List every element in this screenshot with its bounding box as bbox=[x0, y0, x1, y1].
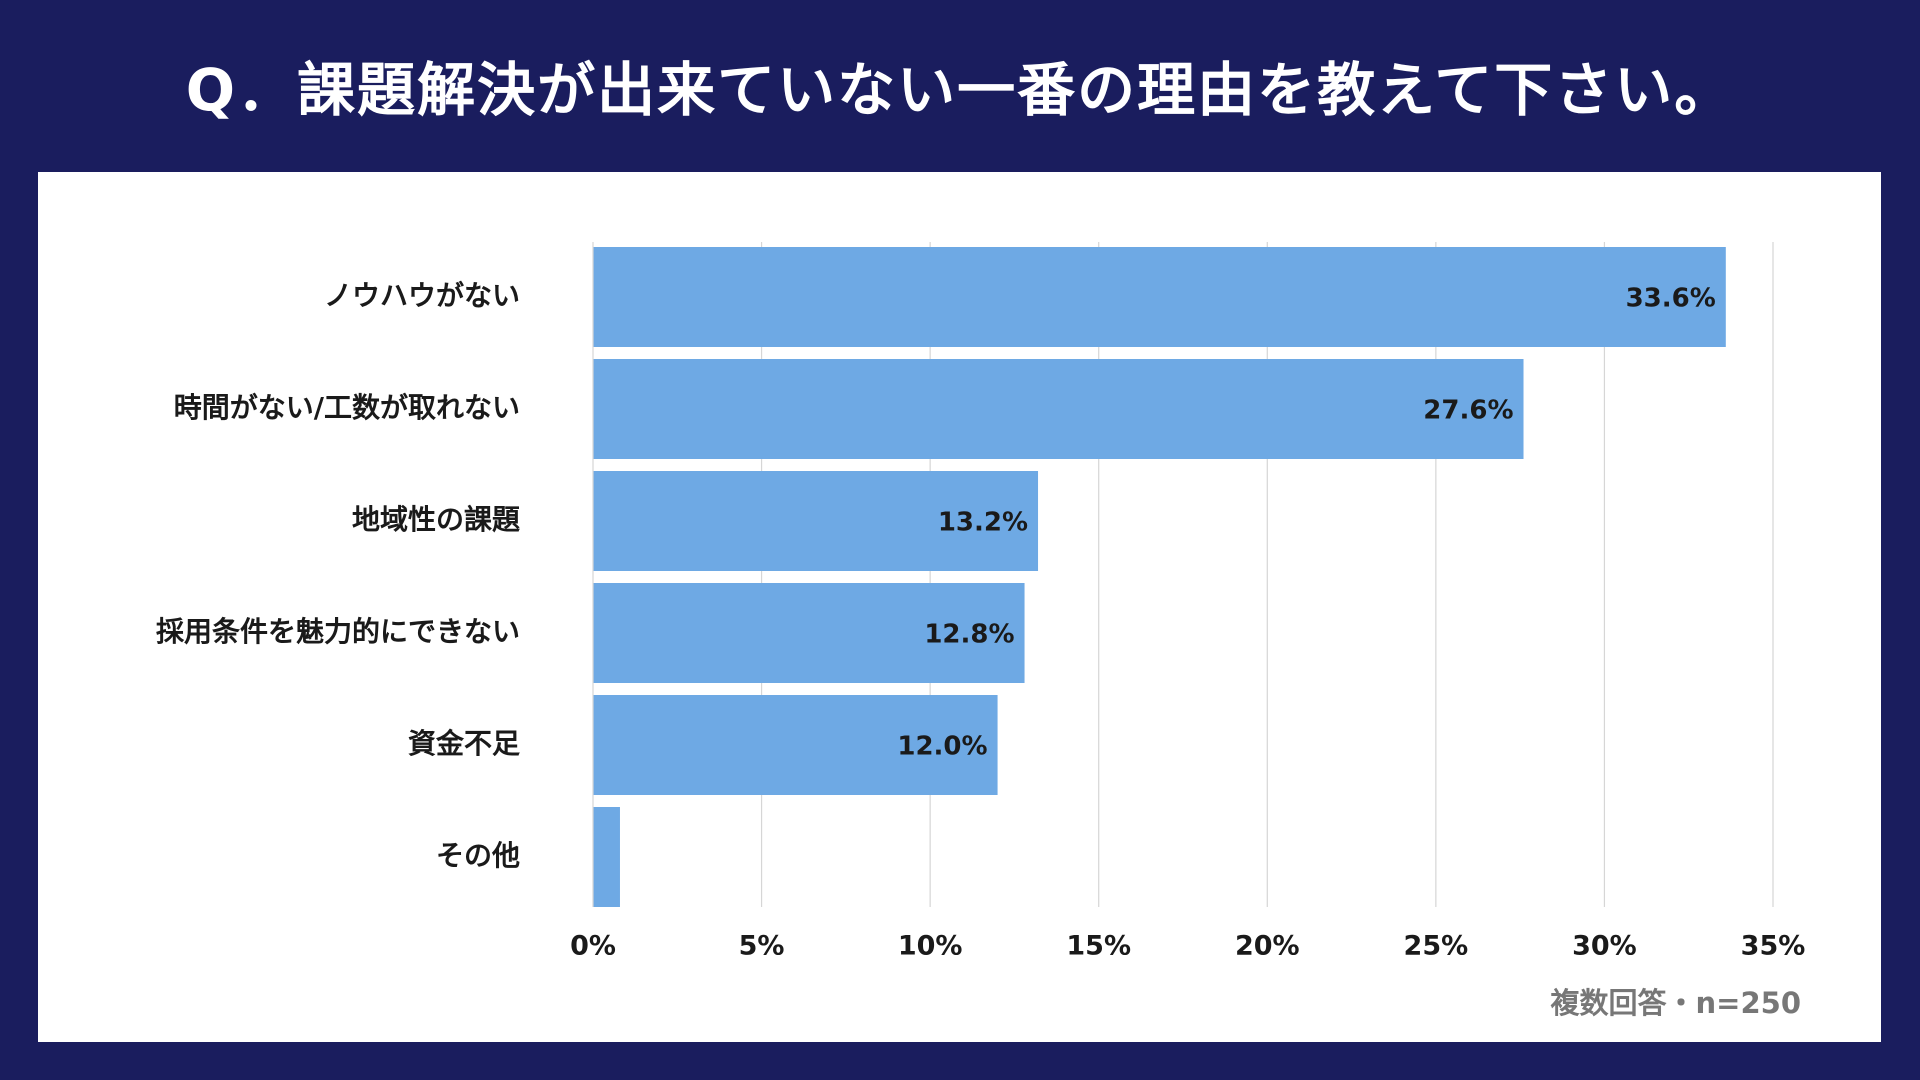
bar bbox=[593, 247, 1726, 347]
bar bbox=[593, 695, 998, 795]
x-tick-label: 0% bbox=[570, 931, 616, 962]
data-label: 27.6% bbox=[1423, 396, 1513, 426]
sample-note: 複数回答・n=250 bbox=[1550, 986, 1801, 1020]
data-label: 33.6% bbox=[1626, 284, 1716, 314]
x-tick-label: 30% bbox=[1572, 931, 1637, 962]
data-label: 12.0% bbox=[897, 732, 987, 762]
chart-panel: ノウハウがない 33.6% 時間がない/工数が取れない 27.6% 地域性の課題 13.2… bbox=[38, 172, 1881, 1042]
x-tick-label: 10% bbox=[898, 931, 963, 962]
x-tick-label: 15% bbox=[1066, 931, 1131, 962]
x-tick-label: 5% bbox=[739, 931, 785, 962]
x-tick-label: 35% bbox=[1741, 931, 1806, 962]
category-label: 時間がない/工数が取れない bbox=[174, 391, 520, 424]
category-label: その他 bbox=[436, 839, 520, 872]
category-label: ノウハウがない bbox=[324, 279, 520, 312]
data-label: 12.8% bbox=[924, 620, 1014, 650]
chart-title: Q．課題解決が出来ていない一番の理由を教えて下さい。 bbox=[185, 56, 1735, 124]
bar bbox=[593, 807, 620, 907]
category-label: 採用条件を魅力的にできない bbox=[156, 615, 520, 648]
category-label: 地域性の課題 bbox=[352, 503, 521, 536]
bar bbox=[593, 583, 1025, 683]
data-label: 13.2% bbox=[938, 508, 1028, 538]
bar-chart: ノウハウがない 33.6% 時間がない/工数が取れない 27.6% 地域性の課題 13.2… bbox=[156, 242, 1806, 962]
bar bbox=[593, 359, 1524, 459]
category-label: 資金不足 bbox=[408, 727, 520, 760]
x-tick-label: 25% bbox=[1404, 931, 1469, 962]
bar bbox=[593, 471, 1039, 571]
x-tick-label: 20% bbox=[1235, 931, 1300, 962]
